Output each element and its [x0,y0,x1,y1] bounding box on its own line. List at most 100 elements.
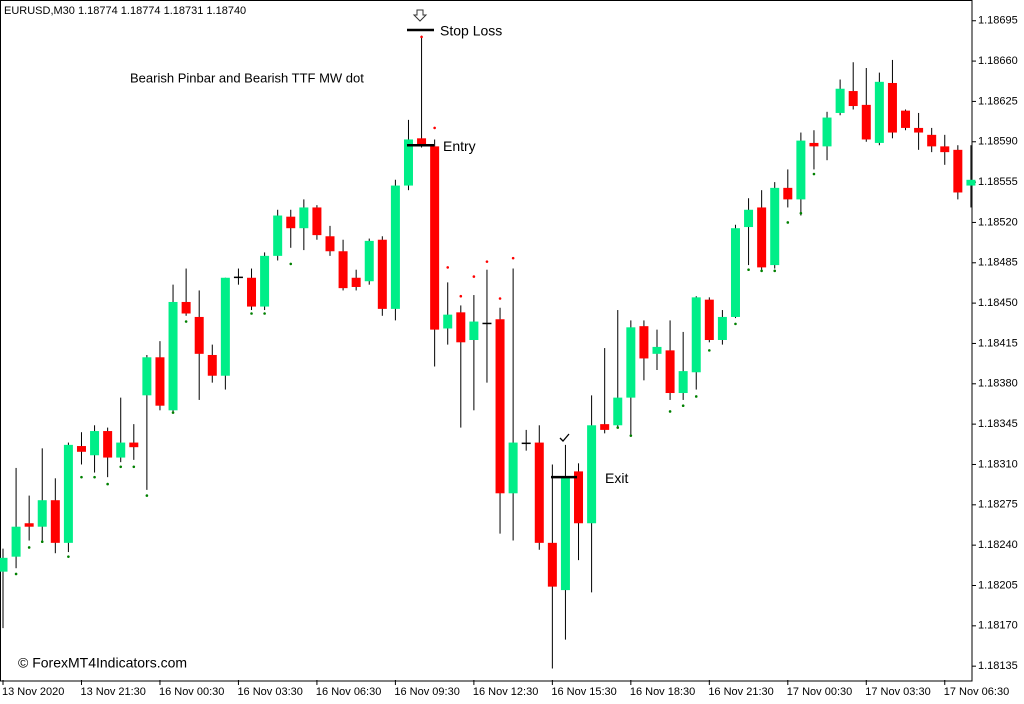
buy-dot [171,411,175,414]
arrow-icon [412,9,428,22]
candle-body [456,312,466,343]
candle-body [168,301,178,411]
candle-body [521,442,531,445]
candle-body [639,326,649,359]
y-tick-label: 1.18310 [978,458,1018,470]
entry-label: Entry [443,138,476,154]
buy-dot [289,262,293,266]
sell-dot [420,35,423,39]
watermark: © ForexMT4Indicators.com [18,655,187,671]
y-tick-label: 1.18135 [978,660,1018,672]
buy-dot [629,434,633,437]
candle-body [286,216,296,229]
buy-dot [694,395,698,398]
candle-body [116,442,126,458]
candle-body [901,110,911,128]
x-tick-label: 16 Nov 00:30 [159,686,224,698]
candle-body [953,149,963,193]
candle-body [665,350,675,394]
candle-body [430,146,440,330]
x-tick-label: 13 Nov 2020 [2,686,64,698]
sell-dot [472,275,476,278]
buy-dot [106,482,109,486]
candle-body [874,81,884,143]
sell-dot [485,260,489,263]
candle-body [848,91,858,107]
stop_loss-label: Stop Loss [440,23,502,39]
candle-body [24,523,34,527]
y-tick-label: 1.18555 [978,176,1018,188]
candle-body [587,425,597,524]
x-tick-label: 16 Nov 15:30 [551,686,616,698]
x-tick-label: 13 Nov 21:30 [80,686,145,698]
y-tick-label: 1.18415 [978,337,1018,349]
x-tick-label: 16 Nov 12:30 [473,686,538,698]
candle-body [312,207,322,236]
candle-body [508,442,518,494]
y-tick-label: 1.18625 [978,95,1018,107]
buy-dot [145,494,149,497]
buy-dot [812,172,816,176]
candle-body [50,500,60,543]
buy-dot [119,465,123,469]
y-tick-label: 1.18205 [978,579,1018,591]
y-tick-label: 1.18695 [978,15,1018,27]
candle-body [90,431,100,456]
candle-body [574,471,584,524]
candle-body [600,424,610,430]
candle-body [560,477,570,591]
candle-body [377,239,387,309]
y-tick-label: 1.18660 [978,55,1018,67]
sell-dot [511,256,515,260]
buy-dot [773,269,777,273]
candle-body [678,371,688,394]
sell-dot [446,266,450,269]
buy-dot [799,211,803,215]
candle-body [613,397,623,426]
buy-dot [747,268,750,271]
candle-body [142,357,152,396]
candle-body [220,277,230,376]
candle-body [63,444,73,543]
candle-body [207,354,217,376]
candle-body [835,88,845,113]
exit-label: Exit [605,470,628,486]
buy-dot [708,349,711,352]
y-tick-label: 1.18450 [978,297,1018,309]
x-tick-label: 17 Nov 00:30 [787,686,852,698]
candle-body [351,277,361,287]
y-tick-label: 1.18590 [978,136,1018,148]
y-tick-label: 1.18275 [978,499,1018,511]
candle-body [0,557,8,572]
y-tick-label: 1.18485 [978,257,1018,269]
candle-body [129,442,139,448]
candle-body [443,314,453,329]
candle-body [194,316,204,354]
candle-body [103,431,113,458]
candle-body [260,255,270,307]
chart-header: EURUSD,M30 1.18774 1.18774 1.18731 1.187… [4,5,246,17]
candle-body [181,301,191,314]
buy-dot [786,221,790,224]
candle-body [914,127,924,133]
x-tick-label: 16 Nov 06:30 [316,686,381,698]
candle-body [547,542,557,587]
sell-dot [433,126,436,130]
candle-body [796,140,806,200]
buy-dot [27,546,31,549]
x-tick-label: 16 Nov 21:30 [708,686,773,698]
candle-body [390,185,400,309]
buy-dot [250,312,253,315]
candle-body [704,299,714,340]
sell-dot [498,297,502,300]
candle-body [966,179,976,186]
buy-dot [734,322,737,326]
candle-body [273,215,283,256]
y-tick-label: 1.18240 [978,539,1018,551]
x-tick-label: 16 Nov 09:30 [394,686,459,698]
buy-dot [14,572,18,576]
candle-body [757,207,767,268]
check-icon [559,433,570,442]
candle-body [325,236,335,252]
candle-body [626,327,636,398]
